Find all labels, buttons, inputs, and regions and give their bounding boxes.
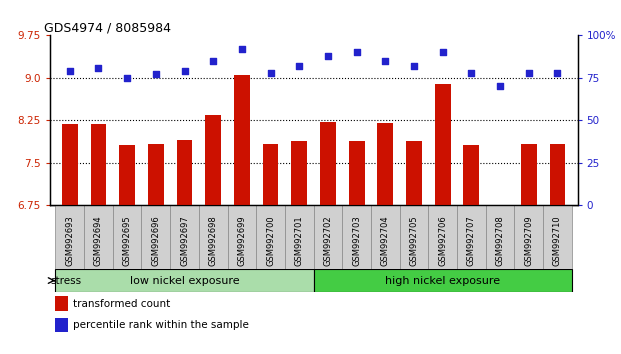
Text: GSM992703: GSM992703 [352, 215, 361, 266]
Text: transformed count: transformed count [73, 299, 171, 309]
Bar [521, 144, 537, 205]
Text: high nickel exposure: high nickel exposure [385, 275, 501, 286]
Point [65, 68, 75, 74]
Bar [428, 205, 457, 269]
Bar [463, 145, 479, 205]
Text: GSM992696: GSM992696 [152, 215, 160, 266]
Text: GSM992698: GSM992698 [209, 215, 218, 266]
Text: GSM992704: GSM992704 [381, 215, 390, 266]
Point [151, 72, 161, 77]
Point [94, 65, 104, 70]
Bar [113, 205, 142, 269]
Bar [62, 124, 78, 205]
Bar [406, 141, 422, 205]
Bar [314, 205, 342, 269]
Bar [55, 269, 314, 292]
Bar [55, 318, 68, 332]
Point [266, 70, 276, 76]
Bar [170, 205, 199, 269]
Bar [400, 205, 428, 269]
Point [495, 84, 505, 89]
Bar [199, 205, 227, 269]
Bar [314, 269, 572, 292]
Point [208, 58, 218, 64]
Text: stress: stress [50, 275, 81, 286]
Text: GSM992699: GSM992699 [237, 215, 247, 266]
Bar [256, 205, 285, 269]
Text: GDS4974 / 8085984: GDS4974 / 8085984 [45, 21, 171, 34]
Point [294, 63, 304, 69]
Bar [55, 205, 84, 269]
Bar [176, 140, 193, 205]
Bar [550, 144, 565, 205]
Bar [320, 122, 336, 205]
Bar [206, 115, 221, 205]
Bar [514, 205, 543, 269]
Text: GSM992695: GSM992695 [122, 215, 132, 266]
Text: GSM992707: GSM992707 [467, 215, 476, 266]
Bar [435, 84, 451, 205]
Text: GSM992709: GSM992709 [524, 215, 533, 266]
Point [380, 58, 390, 64]
Bar [285, 205, 314, 269]
Bar [342, 205, 371, 269]
Text: GSM992697: GSM992697 [180, 215, 189, 266]
Point [466, 70, 476, 76]
Text: GSM992710: GSM992710 [553, 215, 562, 266]
Point [179, 68, 189, 74]
Bar [543, 205, 572, 269]
Text: percentile rank within the sample: percentile rank within the sample [73, 320, 249, 330]
Bar [119, 145, 135, 205]
Point [438, 50, 448, 55]
Point [351, 50, 361, 55]
Point [122, 75, 132, 81]
Text: GSM992693: GSM992693 [65, 215, 75, 266]
Point [524, 70, 533, 76]
Bar [492, 205, 508, 209]
Bar [457, 205, 486, 269]
Bar [263, 144, 278, 205]
Bar [142, 205, 170, 269]
Bar [84, 205, 113, 269]
Text: GSM992694: GSM992694 [94, 215, 103, 266]
Text: GSM992708: GSM992708 [496, 215, 505, 266]
Bar [349, 141, 365, 205]
Bar [371, 205, 400, 269]
Bar [291, 141, 307, 205]
Bar [227, 205, 256, 269]
Text: GSM992701: GSM992701 [295, 215, 304, 266]
Point [553, 70, 563, 76]
Text: GSM992700: GSM992700 [266, 215, 275, 266]
Text: GSM992702: GSM992702 [324, 215, 332, 266]
Point [323, 53, 333, 59]
Point [409, 63, 419, 69]
Bar [91, 124, 106, 205]
Bar [148, 144, 164, 205]
Bar [486, 205, 514, 269]
Bar [378, 123, 393, 205]
Text: GSM992706: GSM992706 [438, 215, 447, 266]
Point [237, 46, 247, 52]
Bar [55, 296, 68, 311]
Bar [234, 75, 250, 205]
Text: low nickel exposure: low nickel exposure [130, 275, 239, 286]
Text: GSM992705: GSM992705 [409, 215, 419, 266]
